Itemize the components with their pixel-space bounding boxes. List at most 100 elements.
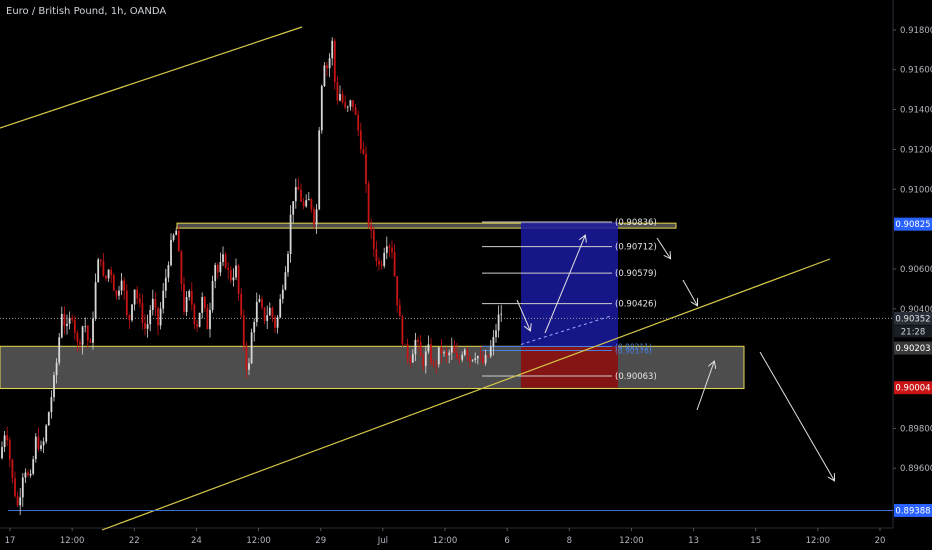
candle-body — [159, 308, 162, 326]
candle-body — [339, 94, 341, 101]
candle-body — [229, 269, 232, 281]
candle-body — [461, 354, 464, 360]
candle-body — [484, 354, 487, 364]
annotation-arrow — [544, 236, 585, 334]
price-badge-support-label: 0.89388 — [895, 506, 930, 516]
candle-body — [242, 315, 245, 346]
candle-body — [302, 201, 305, 207]
y-tick-label: 0.89600 — [900, 464, 932, 474]
candle-body — [58, 337, 61, 363]
candle-body — [274, 317, 276, 328]
candle-body — [419, 341, 422, 357]
candle-body — [448, 352, 451, 356]
candle-body — [476, 356, 479, 359]
candle-body — [469, 356, 471, 361]
candle-body — [375, 249, 378, 261]
candle-body — [185, 297, 188, 313]
candle-body — [183, 284, 185, 313]
candle-body — [144, 322, 146, 329]
countdown-badge — [894, 325, 932, 338]
candle-body — [63, 313, 66, 326]
candle-body — [489, 346, 492, 357]
candle-body — [326, 65, 328, 69]
projection-dashed-line — [520, 315, 613, 345]
candle-body — [40, 445, 42, 449]
candle-body — [365, 154, 367, 184]
candle-body — [92, 318, 94, 343]
fib-entry-label: (0.90211) — [615, 342, 652, 351]
candle-body — [406, 344, 409, 358]
candle-body — [430, 344, 432, 363]
candle-body — [164, 277, 167, 291]
candle-body — [474, 358, 477, 360]
x-tick-label: 15 — [750, 536, 761, 546]
candle-body — [411, 354, 414, 363]
candle-body — [313, 209, 315, 225]
candle-body — [175, 230, 178, 235]
candle-body — [245, 345, 248, 370]
price-badge-blue-label: 0.90825 — [895, 220, 930, 230]
candle-body — [162, 290, 165, 309]
candle-body — [193, 304, 196, 325]
candle-body — [3, 435, 6, 448]
x-tick-label: Jul — [377, 536, 388, 546]
profit-target-box — [521, 221, 618, 347]
candle-body — [305, 200, 308, 207]
candle-body — [450, 346, 453, 353]
candle-body — [19, 497, 22, 506]
candle-body — [281, 289, 284, 299]
candle-body — [240, 293, 243, 316]
candle-body — [414, 339, 417, 355]
lower-support-zone — [0, 345, 745, 390]
candle-body — [492, 337, 495, 347]
candle-body — [99, 259, 102, 262]
candle-body — [427, 344, 430, 352]
candle-body — [315, 209, 318, 225]
candle-body — [445, 352, 448, 356]
candle-body — [385, 246, 388, 253]
candle-body — [297, 187, 300, 190]
candle-body — [437, 347, 440, 365]
y-tick-label: 0.89800 — [900, 424, 932, 434]
candle-body — [248, 363, 250, 370]
candle-body — [300, 189, 302, 202]
candle-body — [84, 326, 87, 327]
candle-body — [435, 363, 438, 365]
candle-body — [45, 425, 48, 442]
candle-body — [440, 347, 443, 354]
candle-body — [352, 100, 354, 108]
candle-body — [383, 252, 386, 266]
candle-body — [417, 339, 419, 342]
candle-body — [66, 323, 68, 326]
candle-body — [196, 324, 198, 327]
x-tick-label: 12:00 — [60, 536, 85, 546]
y-tick-label: 0.91600 — [900, 66, 932, 76]
x-tick-label: 22 — [129, 536, 140, 546]
candle-body — [128, 315, 131, 321]
candle-body — [34, 436, 37, 460]
x-tick-label: 12:00 — [806, 536, 831, 546]
candle-body — [443, 352, 445, 354]
candle-body — [47, 412, 50, 426]
candle-body — [463, 349, 466, 355]
x-tick-label: 20 — [875, 536, 886, 546]
fib-level-label: (0.90063) — [615, 372, 657, 382]
candle-body — [151, 298, 154, 311]
candle-body — [432, 362, 435, 364]
candle-body — [227, 267, 230, 270]
candle-body — [209, 309, 211, 330]
candle-body — [138, 298, 141, 304]
candle-body — [362, 149, 365, 155]
candle-body — [1, 447, 3, 459]
x-tick-label: 29 — [315, 536, 326, 546]
candle-body — [94, 282, 97, 319]
candle-body — [203, 296, 206, 309]
candle-body — [170, 239, 172, 266]
candle-body — [146, 324, 149, 329]
candle-body — [388, 246, 391, 248]
candle-body — [6, 435, 9, 441]
candles-group — [1, 37, 503, 516]
candle-body — [97, 259, 100, 283]
